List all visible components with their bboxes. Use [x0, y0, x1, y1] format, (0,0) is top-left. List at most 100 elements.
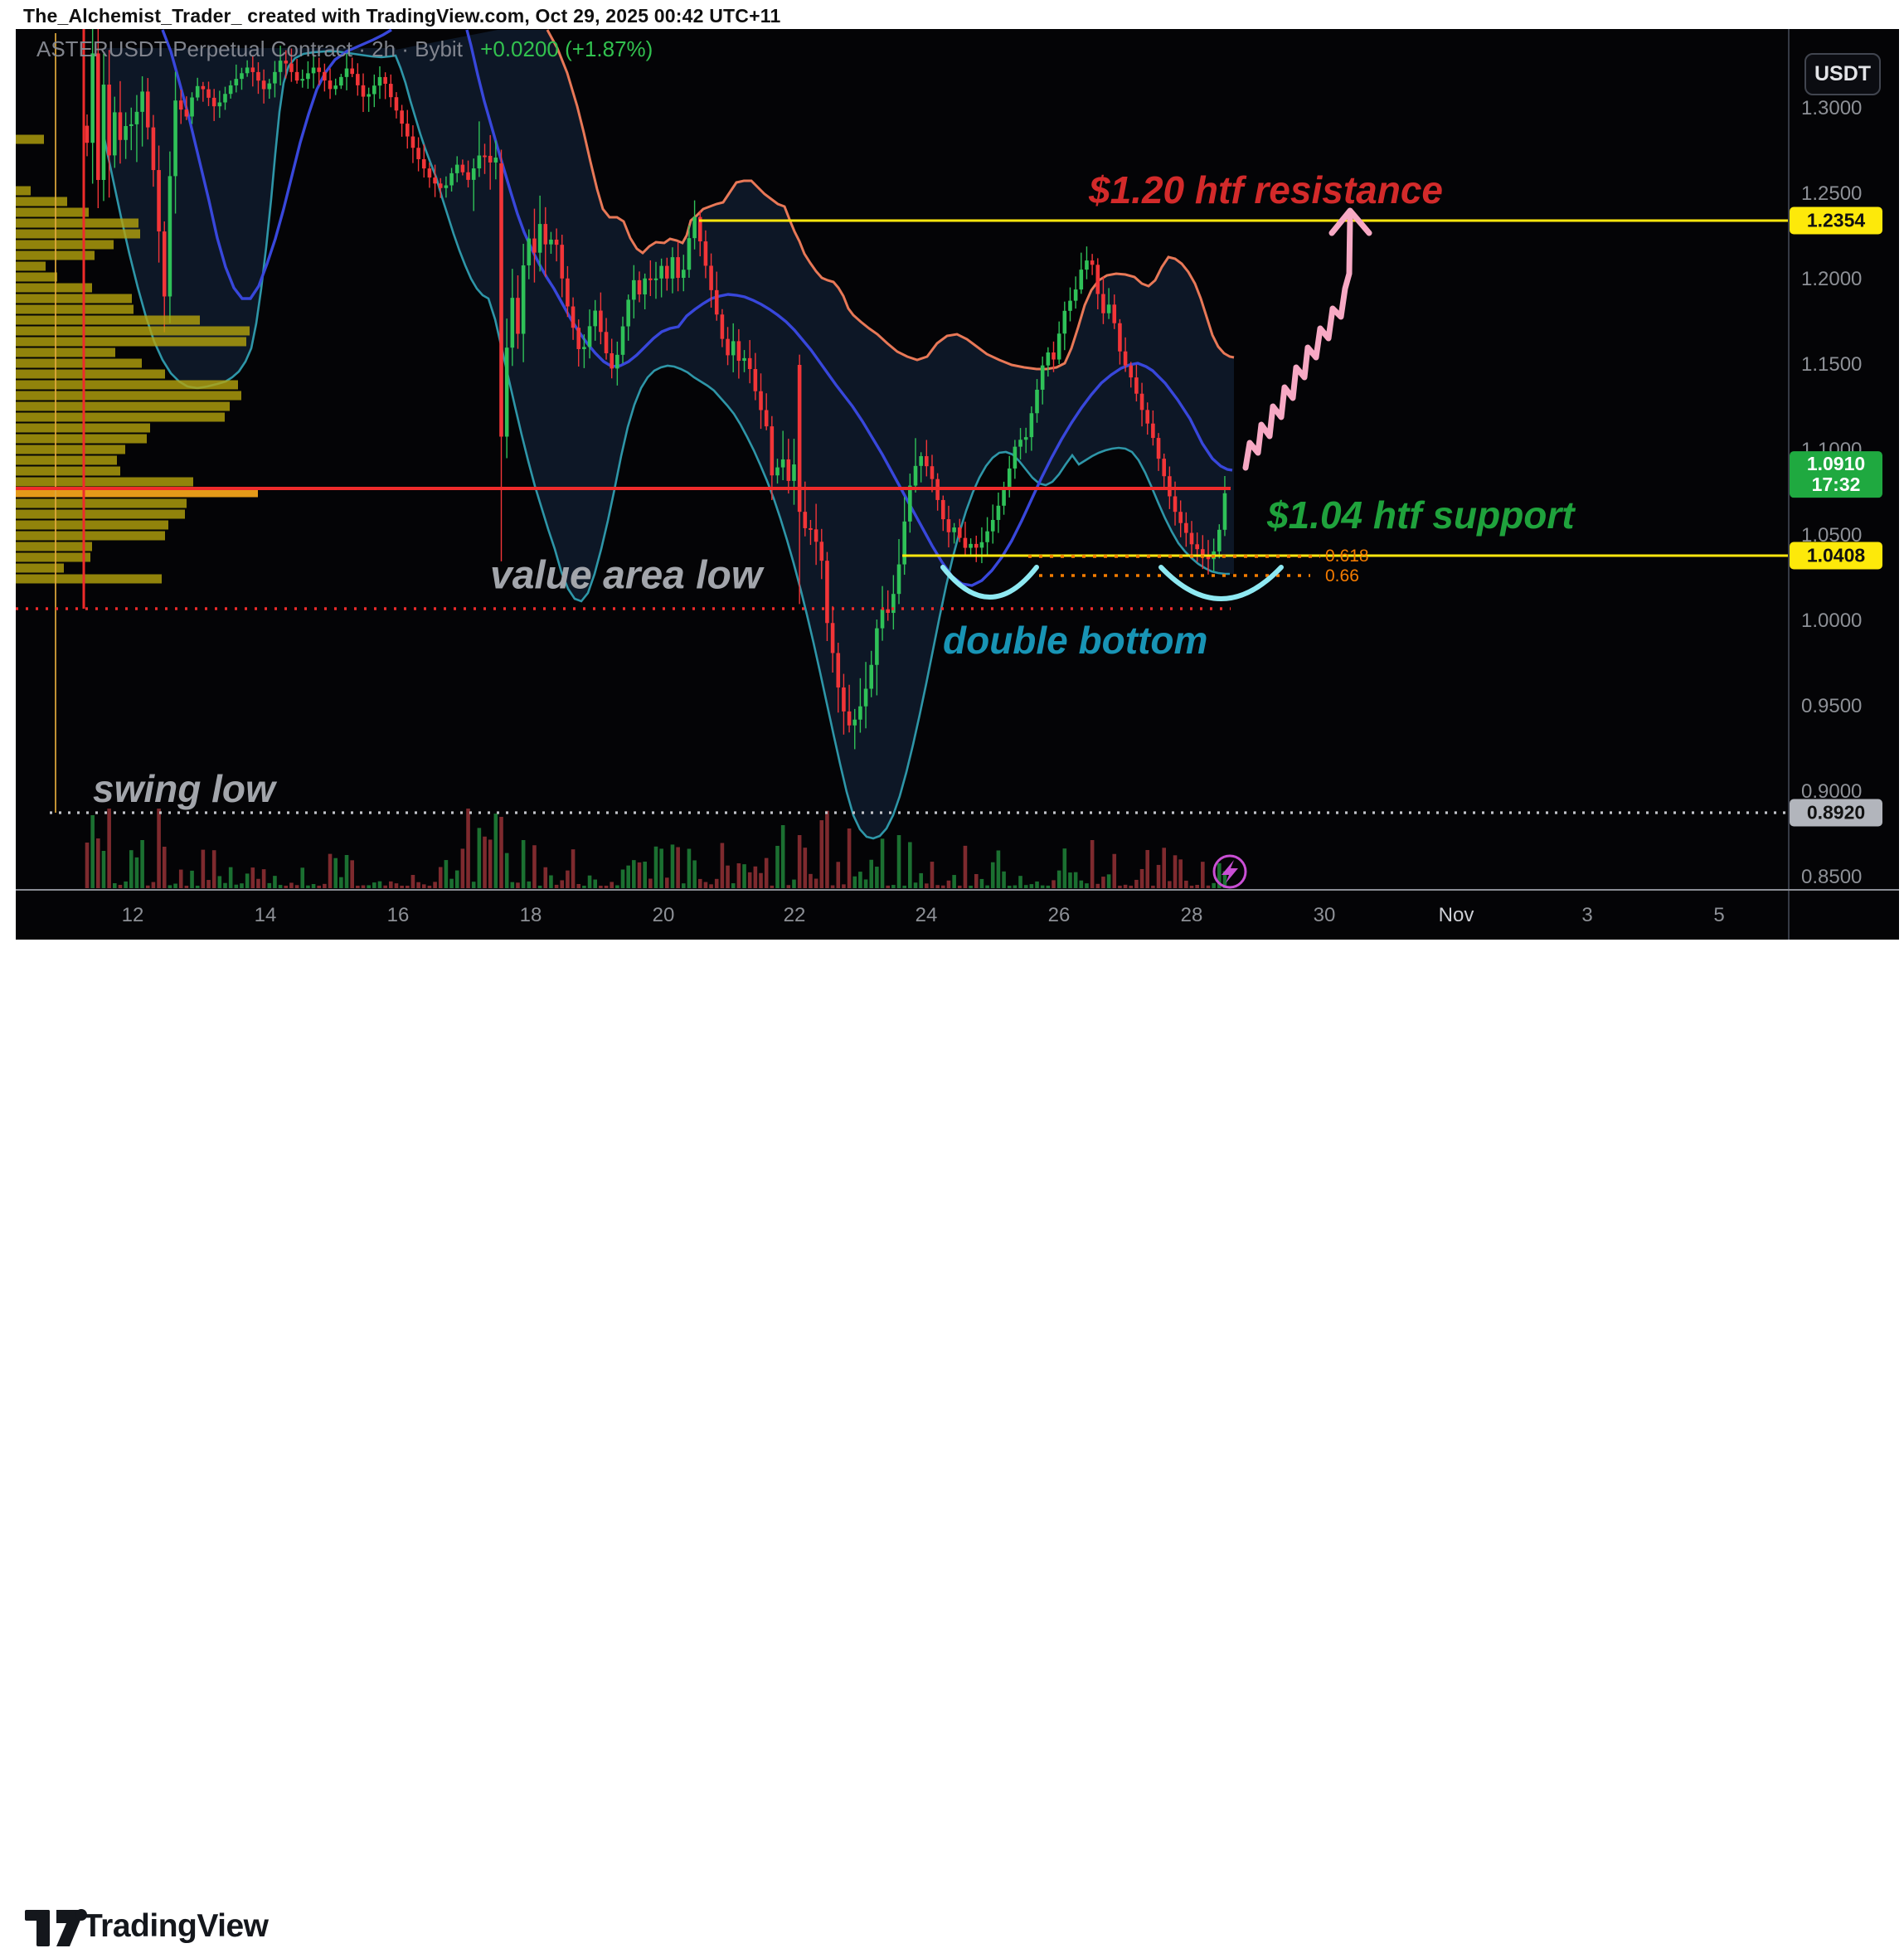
volume-bar — [537, 885, 542, 888]
candle-body — [113, 112, 117, 156]
volume-bar — [687, 848, 692, 888]
volume-bar — [400, 885, 404, 888]
volume-bar — [809, 873, 813, 888]
candle-body — [273, 71, 277, 84]
candle-body — [1046, 352, 1051, 366]
tradingview-wordmark[interactable]: TradingView — [83, 1908, 269, 1944]
swing-low-annotation[interactable]: swing low — [93, 767, 275, 810]
volume-bar — [250, 867, 255, 888]
volume-bar — [1068, 872, 1072, 888]
double-bottom-arc[interactable] — [940, 565, 1039, 600]
candle-body — [157, 170, 161, 232]
volume-bar — [134, 857, 139, 888]
candle-body — [620, 326, 625, 355]
candle-body — [328, 80, 333, 90]
candle-body — [670, 257, 675, 279]
candle-body — [1184, 522, 1188, 533]
volume-bar — [1052, 880, 1056, 888]
volume-bar — [974, 873, 979, 888]
volume-profile-row — [16, 218, 138, 228]
candle-body — [842, 687, 846, 712]
candle-body — [1029, 413, 1034, 438]
currency-toggle-button[interactable]: USDT — [1804, 53, 1881, 95]
double-bottom-annotation[interactable]: double bottom — [943, 619, 1208, 662]
candle-body — [571, 306, 576, 328]
volume-bar — [952, 875, 956, 888]
volume-bar — [935, 885, 940, 888]
candle-body — [129, 124, 134, 127]
flash-boost-icon[interactable] — [1212, 854, 1247, 889]
value-area-low-annotation[interactable]: value area low — [490, 553, 763, 598]
volume-histogram — [85, 809, 1227, 888]
volume-bar — [1112, 853, 1117, 888]
candle-body — [1217, 529, 1222, 551]
volume-profile-row — [16, 466, 120, 476]
candle-body — [814, 529, 818, 542]
candle-body — [261, 80, 266, 90]
projection-arrow-zigzag[interactable] — [1242, 214, 1353, 471]
candle-body — [190, 97, 194, 117]
candle-body — [819, 542, 824, 561]
volume-bar — [764, 857, 769, 888]
candle-body — [941, 499, 945, 520]
volume-bar — [996, 850, 1001, 888]
volume-bar — [653, 846, 658, 888]
candle-body — [1168, 476, 1172, 497]
volume-bar — [637, 862, 642, 888]
candle-body — [786, 459, 791, 481]
volume-bar — [427, 885, 432, 888]
volume-bar — [990, 862, 995, 888]
candle-body — [869, 664, 874, 689]
chart-legend[interactable]: ASTERUSDT Perpetual Contract · 2h · Bybi… — [36, 36, 653, 62]
volume-bar — [742, 864, 746, 888]
candle-body — [140, 91, 144, 112]
candle-body — [1156, 438, 1161, 459]
candle-body — [775, 467, 780, 476]
support-annotation[interactable]: $1.04 htf support — [1267, 493, 1575, 537]
volume-bar — [930, 862, 935, 888]
candle-body — [278, 61, 283, 72]
volume-bar — [1151, 885, 1155, 888]
band-fill-right — [396, 30, 1234, 838]
candle-body — [101, 85, 106, 180]
volume-bar — [361, 885, 366, 888]
price-change-value: +0.0200 (+1.87%) — [480, 36, 653, 61]
symbol-description[interactable]: ASTERUSDT Perpetual Contract · 2h · Bybi… — [36, 36, 463, 61]
candle-body — [1139, 393, 1144, 411]
volume-bar — [504, 853, 509, 888]
double-bottom-arc[interactable] — [1158, 565, 1284, 601]
candle-body — [1173, 496, 1178, 513]
volume-bar — [223, 882, 227, 888]
volume-bar — [1173, 855, 1178, 888]
volume-bar — [886, 885, 890, 888]
candle-body — [377, 76, 382, 86]
title-bar: The_Alchemist_Trader_ created with Tradi… — [0, 0, 1904, 29]
candle-body — [510, 298, 515, 348]
fib-066-label[interactable]: 0.66 — [1325, 566, 1359, 585]
candle-body — [797, 365, 802, 513]
volume-bar — [317, 885, 322, 888]
candle-body — [1040, 365, 1045, 390]
volume-bar — [162, 847, 167, 888]
candle-body — [809, 527, 813, 530]
volume-bar — [908, 842, 912, 888]
candle-body — [930, 466, 935, 479]
volume-bar — [1073, 872, 1078, 888]
fib-0618-label[interactable]: 0.618 — [1325, 547, 1369, 566]
resistance-price-label: 1.2354 — [1790, 206, 1882, 235]
candle-body — [803, 512, 808, 528]
chart-plot-area[interactable] — [16, 1, 1790, 889]
price-chart-canvas[interactable] — [0, 0, 1904, 1037]
volume-bar — [1156, 864, 1161, 888]
candle-body — [223, 94, 227, 103]
candle-body — [289, 63, 294, 72]
volume-bar — [1168, 881, 1172, 888]
volume-profile-row — [16, 283, 92, 293]
volume-bar — [510, 882, 515, 888]
candle-body — [1013, 446, 1018, 469]
resistance-annotation[interactable]: $1.20 htf resistance — [1089, 168, 1444, 211]
volume-bar — [1162, 848, 1166, 888]
candle-body — [681, 270, 686, 279]
candle-body — [449, 172, 454, 186]
candle-body — [1073, 289, 1078, 301]
